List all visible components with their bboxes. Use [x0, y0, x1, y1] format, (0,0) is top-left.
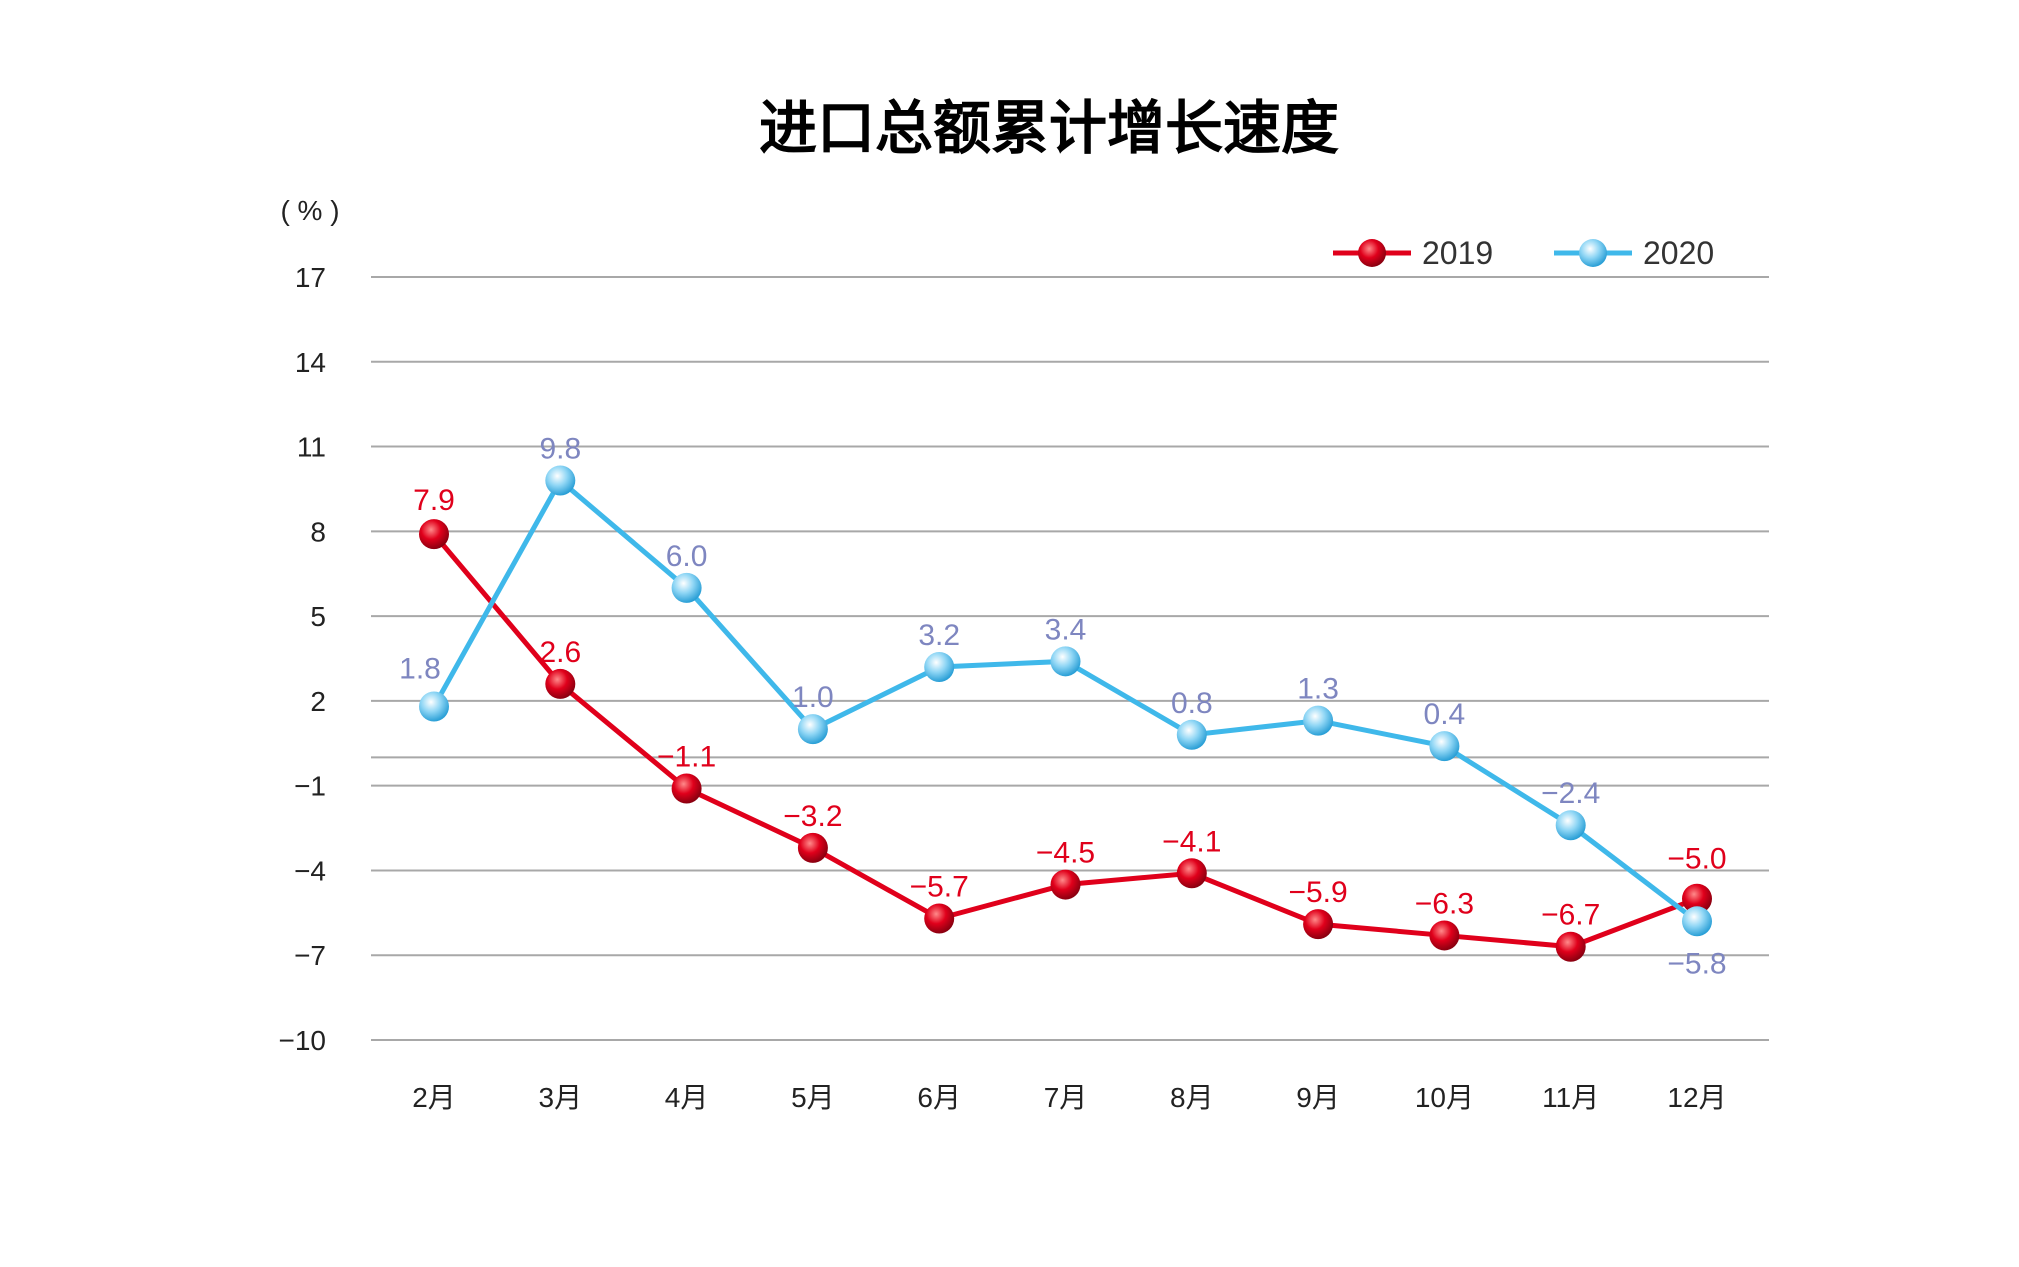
data-label: 1.3 [1297, 673, 1339, 706]
data-point [545, 465, 576, 496]
y-tick-label: −1 [294, 771, 326, 802]
data-label: −4.1 [1162, 825, 1221, 858]
legend-label: 2020 [1643, 235, 1714, 271]
x-tick-label: 2月 [412, 1082, 456, 1113]
y-tick-label: −4 [294, 855, 326, 886]
x-tick-label: 8月 [1170, 1082, 1214, 1113]
data-point [1429, 731, 1460, 762]
legend-marker [1358, 239, 1386, 267]
data-label: −5.0 [1667, 843, 1726, 876]
y-tick-label: 8 [310, 516, 326, 547]
data-point [1555, 931, 1586, 962]
data-label: 1.0 [792, 681, 834, 714]
y-tick-label: 5 [310, 601, 326, 632]
series-2020: 1.8 9.8 6.0 1.0 3.2 3.4 0.8 1.3 0.4 −2.4 −5.8 [399, 432, 1726, 980]
x-tick-label: 5月 [791, 1082, 835, 1113]
y-tick-label: 17 [295, 262, 326, 293]
data-point [1050, 646, 1081, 677]
data-point [1176, 858, 1207, 889]
legend-label: 2019 [1422, 235, 1493, 271]
data-point [1176, 719, 1207, 750]
data-point [545, 668, 576, 699]
y-tick-label: −7 [294, 940, 326, 971]
data-label: −5.9 [1288, 876, 1347, 909]
data-label: −5.8 [1667, 947, 1726, 980]
data-point [419, 519, 449, 550]
data-label: −6.7 [1541, 899, 1600, 932]
x-tick-label: 10月 [1415, 1082, 1474, 1113]
legend-item-2019: 2019 [1333, 235, 1493, 271]
data-label: 7.9 [413, 484, 455, 517]
data-label: 0.8 [1171, 687, 1213, 720]
x-tick-label: 7月 [1044, 1082, 1088, 1113]
data-label: −6.3 [1415, 887, 1474, 920]
data-point [797, 714, 828, 745]
data-label: −4.5 [1036, 837, 1095, 870]
series-2019: 7.9 2.6 −1.1 −3.2 −5.7 −4.5 −4.1 −5.9 −6.3 −6.7 −5… [413, 484, 1727, 962]
legend-item-2020: 2020 [1554, 235, 1714, 271]
x-tick-label: 11月 [1542, 1082, 1599, 1113]
data-point [924, 903, 955, 934]
data-point [1303, 909, 1334, 940]
data-point [924, 651, 955, 682]
y-tick-label: −10 [279, 1025, 327, 1056]
x-tick-label: 4月 [665, 1082, 709, 1113]
legend-marker [1579, 239, 1607, 267]
data-label: 6.0 [666, 540, 708, 573]
y-tick-label: 11 [297, 432, 326, 463]
x-tick-label: 3月 [539, 1082, 583, 1113]
data-label: 3.4 [1045, 613, 1087, 646]
x-tick-label: 9月 [1296, 1082, 1340, 1113]
data-point [797, 832, 828, 863]
data-point [1682, 906, 1712, 937]
data-point [1555, 810, 1586, 841]
x-tick-label: 6月 [917, 1082, 961, 1113]
data-point [1682, 883, 1712, 914]
chart-title: 进口总额累计增长速度 [759, 94, 1339, 162]
y-axis-unit: ( % ) [280, 195, 339, 226]
data-label: 2.6 [539, 636, 581, 669]
y-tick-label: 2 [310, 686, 326, 717]
data-point [1303, 705, 1334, 736]
data-label: −5.7 [910, 870, 969, 903]
data-point [671, 773, 702, 804]
data-label: 0.4 [1424, 698, 1466, 731]
data-label: −1.1 [657, 740, 716, 773]
y-tick-label: 14 [295, 347, 326, 378]
data-label: −3.2 [783, 800, 842, 833]
data-point [671, 572, 702, 603]
data-label: 9.8 [539, 432, 581, 465]
data-point [1429, 920, 1460, 951]
x-tick-label: 12月 [1667, 1082, 1726, 1113]
data-label: 1.8 [399, 653, 441, 686]
data-label: 3.2 [918, 619, 960, 652]
data-point [419, 691, 449, 722]
data-point [1050, 869, 1081, 900]
data-label: −2.4 [1541, 777, 1600, 810]
